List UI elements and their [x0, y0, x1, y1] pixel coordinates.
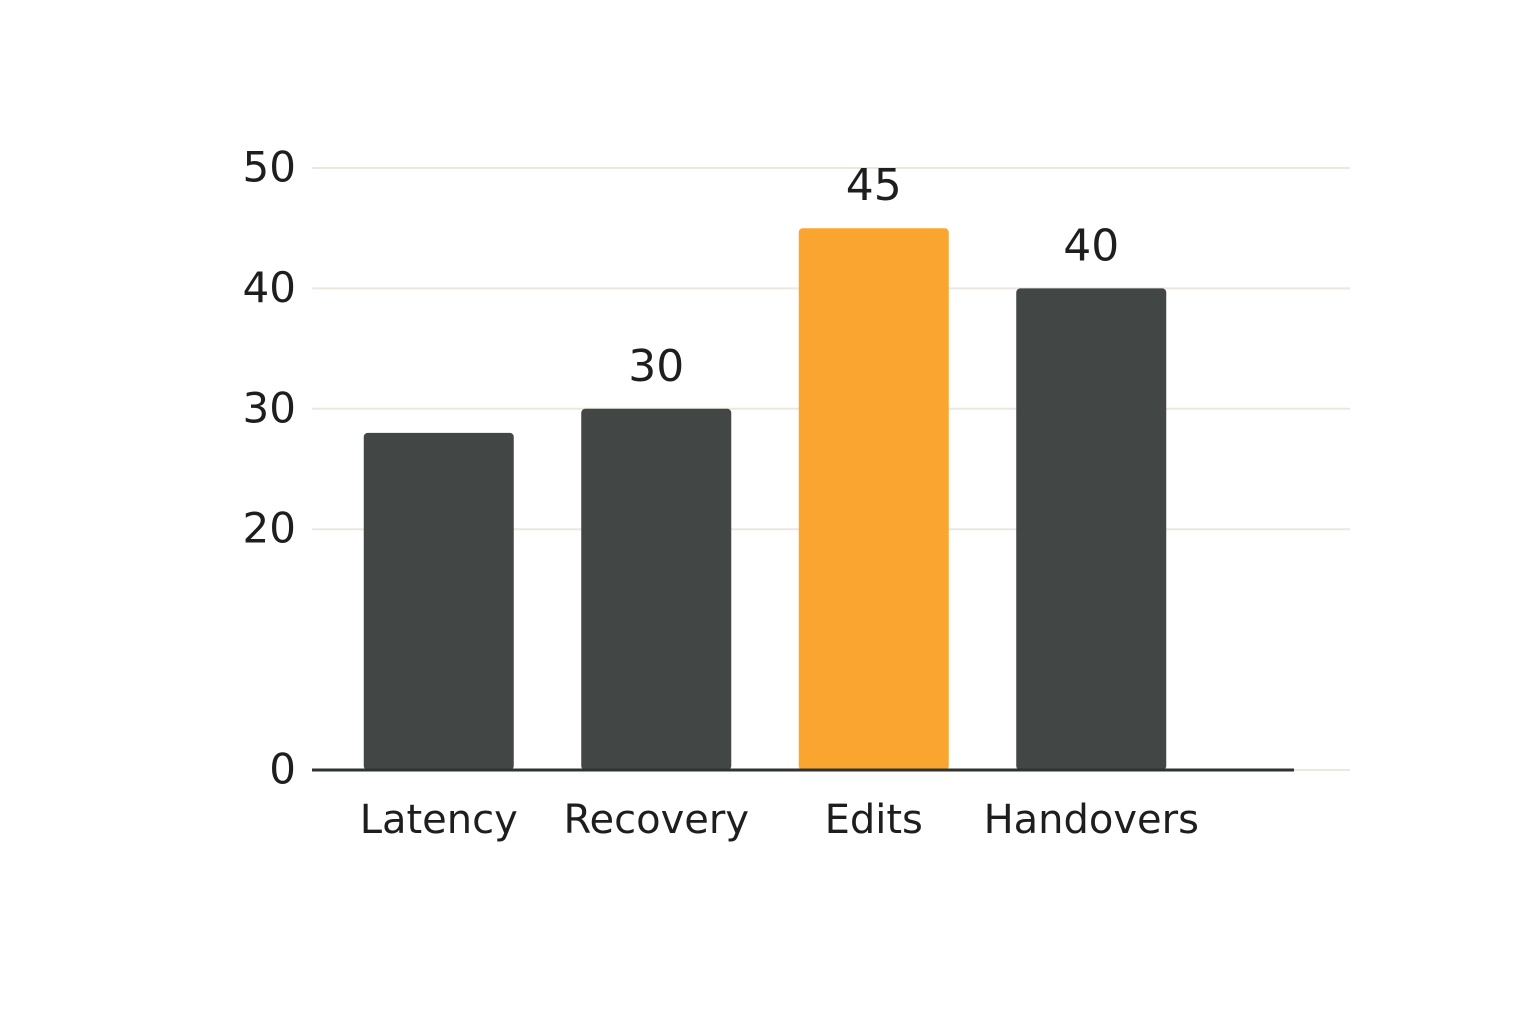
data-label: 40	[1063, 220, 1119, 271]
bar	[798, 228, 949, 770]
x-tick-label: Edits	[825, 797, 923, 843]
bar	[581, 408, 732, 770]
data-label: 30	[628, 341, 684, 392]
x-tick-label: Recovery	[564, 797, 749, 843]
y-tick-label: 40	[243, 263, 296, 312]
y-tick-label: 0	[269, 745, 296, 794]
x-tick-label: Handovers	[984, 797, 1199, 843]
data-label: 45	[846, 160, 902, 211]
x-tick-label: Latency	[360, 797, 518, 843]
y-tick-label: 20	[243, 504, 296, 553]
bar	[1016, 288, 1167, 770]
y-tick-label: 50	[243, 143, 296, 192]
y-tick-label: 30	[243, 383, 296, 432]
bar	[363, 432, 514, 770]
